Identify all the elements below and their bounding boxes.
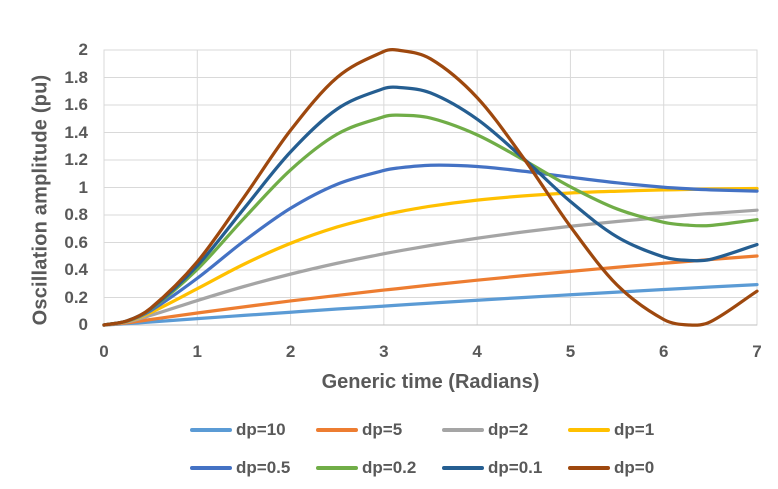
y-tick-label: 0.4 [64,260,88,279]
legend-row-2: dp=0.5 dp=0.2 dp=0.1 dp=0 [190,458,694,477]
legend-label: dp=0 [614,458,655,477]
legend-label: dp=0.5 [236,458,291,477]
legend-line-swatch [190,466,232,470]
legend-label: dp=10 [236,420,286,439]
y-tick-label: 0.6 [64,232,88,252]
legend-row-1: dp=10 dp=5 dp=2 dp=1 [190,420,694,439]
y-tick-label: 2 [78,40,88,59]
legend-line-swatch [316,466,358,470]
y-tick-label: 0 [78,315,88,334]
x-tick-label: 7 [752,342,762,361]
legend-item-dp01: dp=0.1 [442,458,568,477]
x-tick-label: 1 [192,342,203,361]
legend-item-dp10: dp=10 [190,420,316,439]
x-tick-label: 0 [99,342,109,361]
y-tick-label: 0.8 [64,205,88,224]
x-tick-label: 5 [565,342,576,361]
y-tick-label: 1.8 [64,67,88,87]
legend-label: dp=0.1 [488,458,543,477]
legend-item-dp02: dp=0.2 [316,458,442,477]
legend-label: dp=1 [614,420,655,439]
legend-label: dp=0.2 [362,458,417,477]
legend-line-swatch [568,466,610,470]
curve-dp=0.2 [102,113,759,327]
curve-dp=2 [102,208,759,327]
y-tick-label: 1.2 [64,150,88,169]
x-tick-label: 4 [472,342,482,361]
x-tick-label: 3 [379,342,389,361]
y-tick-label: 1.6 [64,95,88,114]
legend-label: dp=5 [362,420,403,439]
x-axis-title: Generic time (Radians) [321,371,540,393]
legend-label: dp=2 [488,420,529,439]
legend-line-swatch [442,466,484,470]
curve-dp=0.1 [102,85,759,327]
x-tick-label: 6 [658,342,669,361]
legend-line-swatch [442,428,484,432]
curve-dp=0.5 [102,163,759,327]
legend-item-dp0: dp=0 [568,458,694,477]
y-tick-label: 0.2 [64,287,88,307]
legend-line-swatch [316,428,358,432]
curve-dp=5 [102,254,759,327]
legend-item-dp1: dp=1 [568,420,694,439]
legend-item-dp05: dp=0.5 [190,458,316,477]
curve-dp=0 [102,47,759,327]
x-tick-label: 2 [285,342,296,361]
legend-item-dp2: dp=2 [442,420,568,439]
curve-dp=10 [102,282,759,327]
curve-dp=1 [102,186,759,327]
legend-line-swatch [568,428,610,432]
legend-item-dp5: dp=5 [316,420,442,439]
legend-line-swatch [190,428,232,432]
y-tick-label: 1 [78,177,88,197]
y-tick-label: 1.4 [64,122,88,142]
